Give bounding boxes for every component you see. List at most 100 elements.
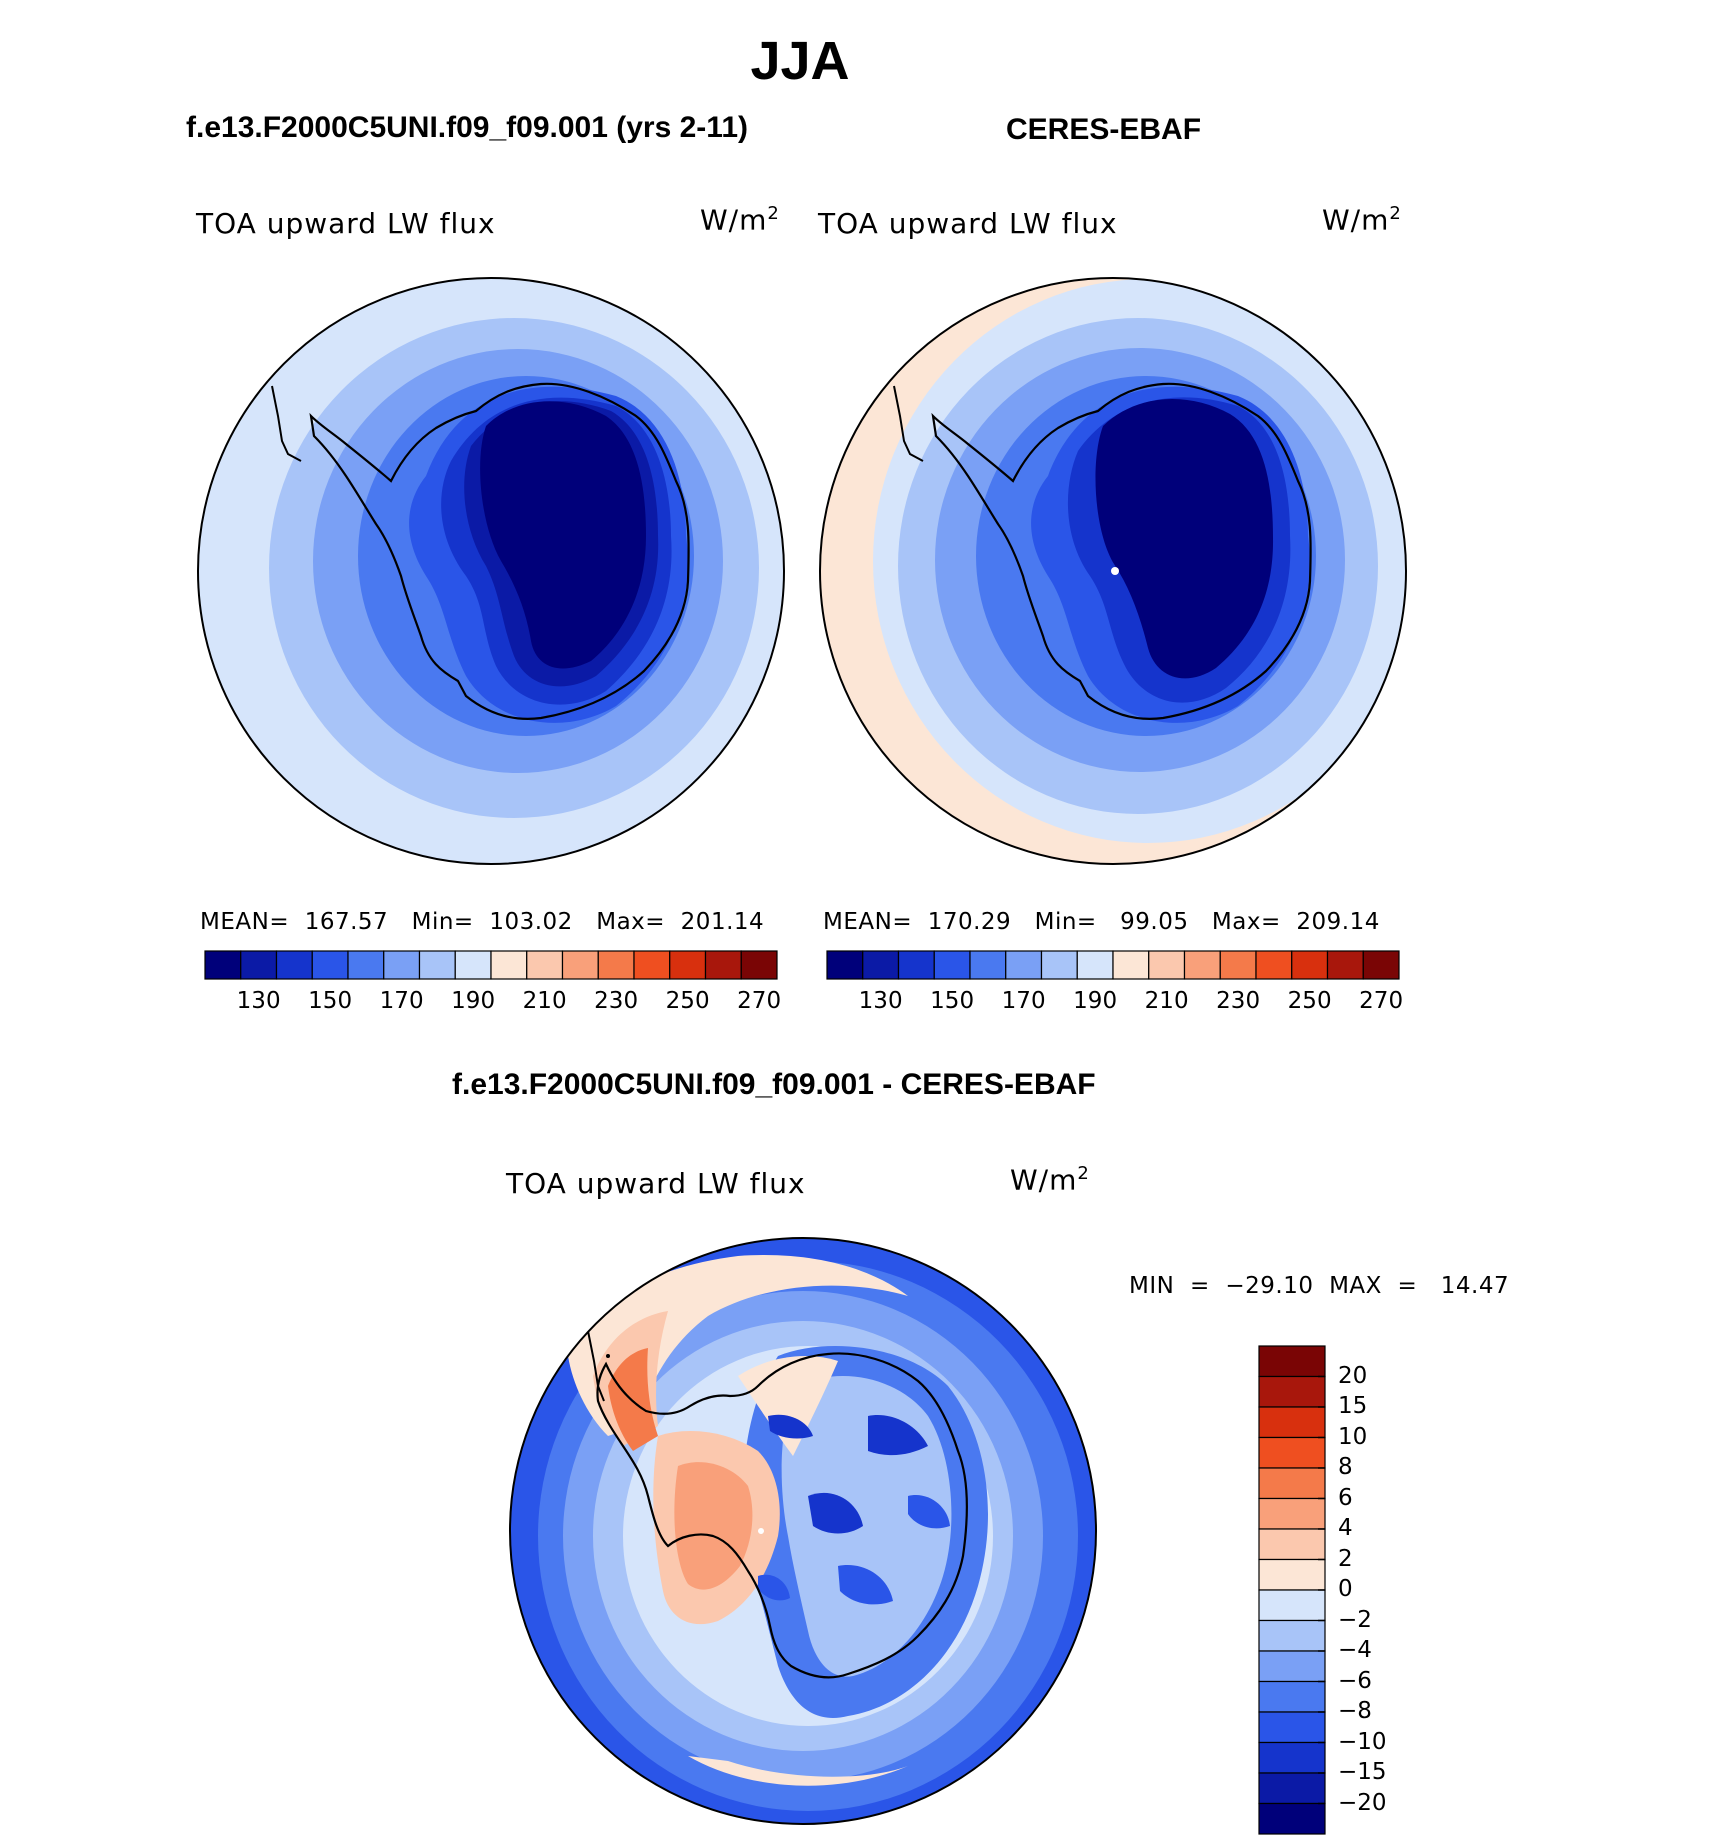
model-variable-label: TOA upward LW flux: [196, 207, 496, 240]
obs-stats: MEAN= 170.29 Min= 99.05 Max= 209.14: [823, 909, 1380, 935]
colorbar-box: [1362, 950, 1400, 980]
colorbar-tick-label: −20: [1338, 1789, 1387, 1816]
colorbar-box: [1112, 950, 1150, 980]
colorbar-tick-label: 8: [1338, 1454, 1353, 1480]
colorbar-box: [383, 950, 421, 980]
colorbar-box: [1258, 1650, 1326, 1683]
colorbar-tick-label: 190: [1073, 988, 1118, 1014]
obs-colorbar-ticks: 130 150 170 190 210 230 250 270: [826, 988, 1404, 1018]
colorbar-box: [1291, 950, 1329, 980]
colorbar-box: [1258, 1802, 1326, 1835]
colorbar-tick-label: −4: [1338, 1637, 1372, 1663]
model-colorbar-ticks: 130 150 170 190 210 230 250 270: [204, 988, 782, 1018]
colorbar-box: [526, 950, 564, 980]
obs-units-label: W/m2: [1322, 203, 1402, 237]
colorbar-tick-label: 270: [737, 988, 782, 1014]
colorbar-tick-label: 150: [308, 988, 353, 1014]
colorbar-box: [1258, 1528, 1326, 1561]
colorbar-tick-label: 10: [1338, 1423, 1368, 1450]
diff-units-label: W/m2: [1010, 1163, 1090, 1197]
colorbar-tick-label: 6: [1338, 1484, 1353, 1511]
colorbar-box: [862, 950, 900, 980]
colorbar-box: [1219, 950, 1257, 980]
colorbar-box: [1258, 1467, 1326, 1500]
diff-map: [509, 1237, 1097, 1825]
colorbar-tick-label: 0: [1338, 1576, 1353, 1602]
colorbar-box: [597, 950, 635, 980]
colorbar-tick-label: 170: [379, 988, 424, 1014]
colorbar-box: [311, 950, 349, 980]
colorbar-box: [1258, 1497, 1326, 1530]
colorbar-tick-label: 150: [930, 988, 975, 1014]
model-panel-title: f.e13.F2000C5UNI.f09_f09.001 (yrs 2-11): [186, 111, 749, 144]
diff-stats: MIN = −29.10 MAX = 14.47: [1129, 1273, 1510, 1299]
colorbar-box: [347, 950, 385, 980]
colorbar-tick-label: 190: [451, 988, 496, 1014]
colorbar-tick-label: 20: [1338, 1362, 1368, 1389]
diff-panel-title: f.e13.F2000C5UNI.f09_f09.001 - CERES-EBA…: [452, 1068, 1096, 1101]
colorbar-box: [1255, 950, 1293, 980]
colorbar-box: [418, 950, 456, 980]
diff-variable-label: TOA upward LW flux: [506, 1167, 806, 1200]
colorbar-tick-label: −10: [1338, 1728, 1387, 1755]
model-colorbar: [204, 950, 778, 980]
colorbar-tick-label: 230: [594, 988, 639, 1014]
colorbar-box: [633, 950, 671, 980]
colorbar-box: [704, 950, 742, 980]
colorbar-tick-label: 230: [1216, 988, 1261, 1014]
colorbar-box: [490, 950, 528, 980]
diff-colorbar: [1258, 1345, 1326, 1835]
colorbar-tick-label: 250: [1287, 988, 1332, 1014]
colorbar-box: [204, 950, 242, 980]
colorbar-box: [1258, 1558, 1326, 1591]
model-units-label: W/m2: [700, 203, 780, 237]
colorbar-tick-label: −15: [1338, 1759, 1387, 1785]
colorbar-box: [1258, 1619, 1326, 1652]
colorbar-box: [1258, 1741, 1326, 1774]
colorbar-box: [969, 950, 1007, 980]
colorbar-box: [1258, 1345, 1326, 1378]
colorbar-box: [1183, 950, 1221, 980]
colorbar-tick-label: −8: [1338, 1698, 1372, 1724]
colorbar-box: [1148, 950, 1186, 980]
colorbar-box: [669, 950, 707, 980]
obs-variable-label: TOA upward LW flux: [818, 207, 1118, 240]
colorbar-box: [1076, 950, 1114, 980]
colorbar-box: [933, 950, 971, 980]
colorbar-tick-label: −2: [1338, 1606, 1372, 1633]
colorbar-box: [1258, 1711, 1326, 1744]
colorbar-box: [1040, 950, 1078, 980]
colorbar-box: [1258, 1375, 1326, 1408]
colorbar-box: [454, 950, 492, 980]
colorbar-tick-label: 250: [665, 988, 710, 1014]
colorbar-tick-label: 2: [1338, 1545, 1353, 1572]
obs-colorbar: [826, 950, 1400, 980]
colorbar-box: [561, 950, 599, 980]
obs-map: [819, 277, 1407, 865]
colorbar-tick-label: 130: [858, 988, 903, 1014]
colorbar-tick-label: 270: [1359, 988, 1404, 1014]
colorbar-box: [240, 950, 278, 980]
colorbar-box: [1005, 950, 1043, 980]
colorbar-tick-label: 130: [236, 988, 281, 1014]
colorbar-box: [826, 950, 864, 980]
colorbar-box: [1258, 1436, 1326, 1469]
colorbar-box: [1258, 1406, 1326, 1439]
colorbar-box: [275, 950, 313, 980]
diff-colorbar-ticks: 20 15 10 8 6 4 2 0 −2 −4 −6 −8 −10 −15 −20: [1338, 1345, 1448, 1835]
colorbar-tick-label: 170: [1001, 988, 1046, 1014]
colorbar-box: [740, 950, 778, 980]
colorbar-box: [1258, 1589, 1326, 1622]
colorbar-box: [1326, 950, 1364, 980]
colorbar-tick-label: 4: [1338, 1515, 1353, 1541]
colorbar-box: [1258, 1680, 1326, 1713]
colorbar-box: [1258, 1772, 1326, 1805]
figure-title: JJA: [750, 31, 850, 91]
model-map: [197, 277, 785, 865]
colorbar-tick-label: −6: [1338, 1667, 1372, 1694]
colorbar-tick-label: 210: [522, 988, 567, 1014]
colorbar-tick-label: 210: [1144, 988, 1189, 1014]
colorbar-box: [897, 950, 935, 980]
obs-panel-title: CERES-EBAF: [1006, 113, 1202, 146]
model-stats: MEAN= 167.57 Min= 103.02 Max= 201.14: [200, 909, 765, 935]
